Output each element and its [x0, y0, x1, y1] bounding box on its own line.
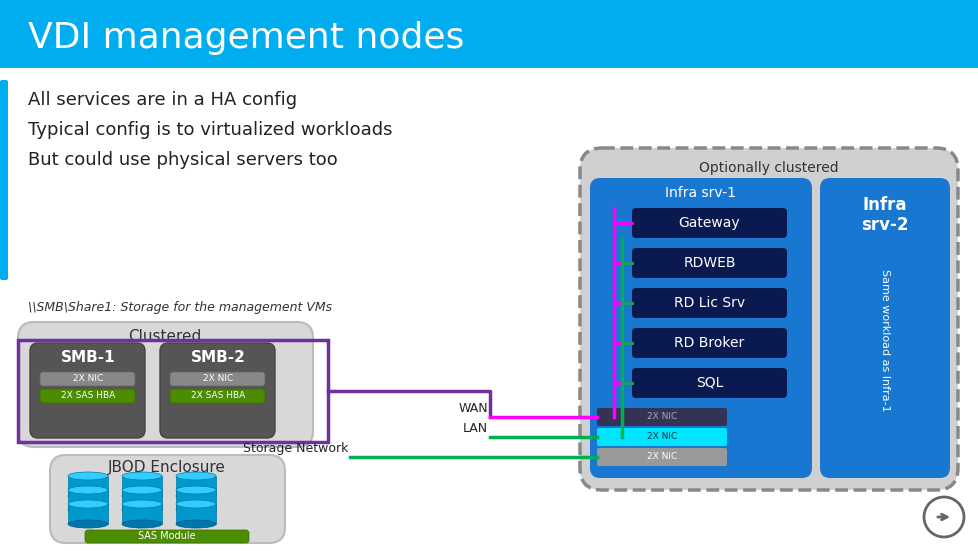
Ellipse shape — [176, 506, 216, 514]
FancyBboxPatch shape — [85, 530, 248, 543]
FancyBboxPatch shape — [50, 455, 285, 543]
Text: JBOD Enclosure: JBOD Enclosure — [108, 461, 226, 476]
Text: 2X SAS HBA: 2X SAS HBA — [191, 392, 244, 401]
FancyBboxPatch shape — [122, 476, 161, 496]
Ellipse shape — [122, 520, 161, 528]
Ellipse shape — [176, 492, 216, 500]
FancyBboxPatch shape — [0, 0, 978, 68]
FancyBboxPatch shape — [632, 248, 786, 278]
Ellipse shape — [176, 520, 216, 528]
FancyBboxPatch shape — [0, 80, 8, 280]
FancyBboxPatch shape — [590, 178, 811, 478]
Text: RD Broker: RD Broker — [674, 336, 744, 350]
Text: All services are in a HA config: All services are in a HA config — [28, 91, 296, 109]
Ellipse shape — [67, 506, 108, 514]
Text: SAS Module: SAS Module — [138, 531, 196, 541]
FancyBboxPatch shape — [597, 428, 727, 446]
Ellipse shape — [67, 492, 108, 500]
Text: \\SMB\Share1: Storage for the management VMs: \\SMB\Share1: Storage for the management… — [28, 301, 332, 315]
FancyBboxPatch shape — [170, 389, 265, 403]
Ellipse shape — [122, 500, 161, 508]
FancyBboxPatch shape — [40, 372, 135, 386]
Ellipse shape — [67, 500, 108, 508]
FancyBboxPatch shape — [579, 148, 957, 490]
Ellipse shape — [176, 486, 216, 494]
Text: SMB-1: SMB-1 — [61, 350, 115, 365]
Text: Infra srv-1: Infra srv-1 — [665, 186, 735, 200]
Ellipse shape — [122, 472, 161, 480]
FancyBboxPatch shape — [176, 490, 216, 510]
FancyBboxPatch shape — [632, 368, 786, 398]
Text: RD Lic Srv: RD Lic Srv — [673, 296, 744, 310]
Text: Optionally clustered: Optionally clustered — [698, 161, 838, 175]
Ellipse shape — [122, 506, 161, 514]
Text: 2X NIC: 2X NIC — [646, 452, 677, 462]
Ellipse shape — [67, 472, 108, 480]
Text: 2X NIC: 2X NIC — [646, 413, 677, 422]
Ellipse shape — [176, 472, 216, 480]
FancyBboxPatch shape — [122, 504, 161, 524]
FancyBboxPatch shape — [40, 389, 135, 403]
FancyBboxPatch shape — [820, 178, 949, 478]
Text: Storage Network: Storage Network — [243, 442, 347, 455]
FancyBboxPatch shape — [597, 408, 727, 426]
Text: LAN: LAN — [463, 422, 487, 435]
Text: 2X NIC: 2X NIC — [72, 375, 103, 383]
FancyBboxPatch shape — [67, 490, 108, 510]
Text: But could use physical servers too: But could use physical servers too — [28, 151, 337, 169]
Text: SQL: SQL — [695, 376, 723, 390]
Ellipse shape — [122, 492, 161, 500]
Text: 2X NIC: 2X NIC — [202, 375, 233, 383]
FancyBboxPatch shape — [597, 448, 727, 466]
FancyBboxPatch shape — [67, 476, 108, 496]
Text: VDI management nodes: VDI management nodes — [28, 21, 464, 55]
Text: WAN: WAN — [458, 402, 487, 415]
Text: Gateway: Gateway — [678, 216, 739, 230]
Ellipse shape — [67, 486, 108, 494]
FancyBboxPatch shape — [632, 328, 786, 358]
FancyBboxPatch shape — [67, 504, 108, 524]
Ellipse shape — [176, 500, 216, 508]
Text: Infra
srv-2: Infra srv-2 — [861, 196, 908, 234]
FancyBboxPatch shape — [170, 372, 265, 386]
Ellipse shape — [122, 486, 161, 494]
Text: 2X SAS HBA: 2X SAS HBA — [61, 392, 115, 401]
Text: 2X NIC: 2X NIC — [646, 433, 677, 441]
FancyBboxPatch shape — [122, 490, 161, 510]
FancyBboxPatch shape — [632, 208, 786, 238]
Text: SMB-2: SMB-2 — [191, 350, 245, 365]
Text: RDWEB: RDWEB — [683, 256, 735, 270]
FancyBboxPatch shape — [30, 343, 145, 438]
FancyBboxPatch shape — [18, 322, 313, 447]
Text: Typical config is to virtualized workloads: Typical config is to virtualized workloa… — [28, 121, 392, 139]
Text: Same workload as Infra-1: Same workload as Infra-1 — [879, 269, 889, 411]
FancyBboxPatch shape — [159, 343, 275, 438]
FancyBboxPatch shape — [632, 288, 786, 318]
FancyBboxPatch shape — [176, 504, 216, 524]
Ellipse shape — [67, 520, 108, 528]
Text: Clustered: Clustered — [128, 329, 201, 344]
FancyBboxPatch shape — [176, 476, 216, 496]
